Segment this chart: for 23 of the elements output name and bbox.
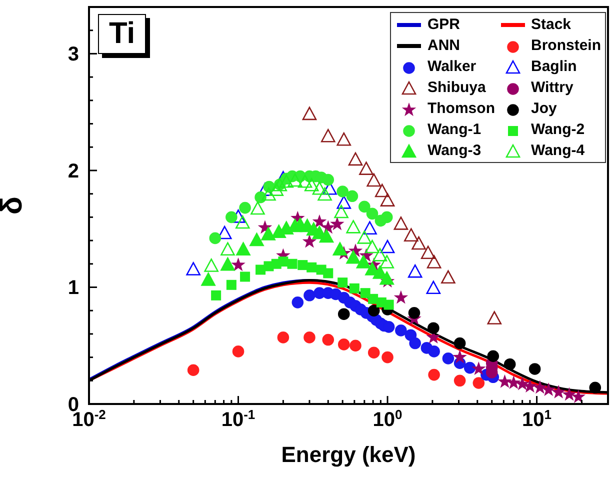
y-tick-label: 1 — [68, 277, 79, 300]
x-tick-label: 10$^{0}$ — [372, 406, 402, 431]
legend-label: Wang-4 — [530, 141, 585, 161]
y-tick-label: 3 — [68, 44, 79, 66]
legend-label: Bronstein — [530, 36, 601, 56]
legend-label: Stack — [530, 15, 572, 35]
legend-label: Wang-1 — [427, 120, 482, 140]
legend-label: Thomson — [427, 99, 495, 119]
legend-label: Wang-2 — [530, 120, 585, 140]
legend-label: Wang-3 — [427, 141, 482, 161]
legend-label: Shibuya — [427, 78, 486, 98]
x-axis-title: Energy (keV) — [281, 442, 416, 467]
x-tick-label: 10$^{1}$ — [522, 406, 552, 431]
x-tick-label: 10$^{-1}$ — [221, 406, 256, 431]
legend-label: Walker — [427, 57, 476, 77]
legend-label: GPR — [427, 15, 460, 35]
legend-label: Joy — [530, 99, 557, 119]
legend-label: Baglin — [530, 57, 577, 77]
legend-label: Wittry — [530, 78, 574, 98]
annotation: Ti — [109, 17, 136, 50]
y-tick-label: 2 — [68, 160, 79, 182]
y-axis-title: δ — [0, 196, 29, 215]
legend-label: ANN — [427, 36, 460, 56]
